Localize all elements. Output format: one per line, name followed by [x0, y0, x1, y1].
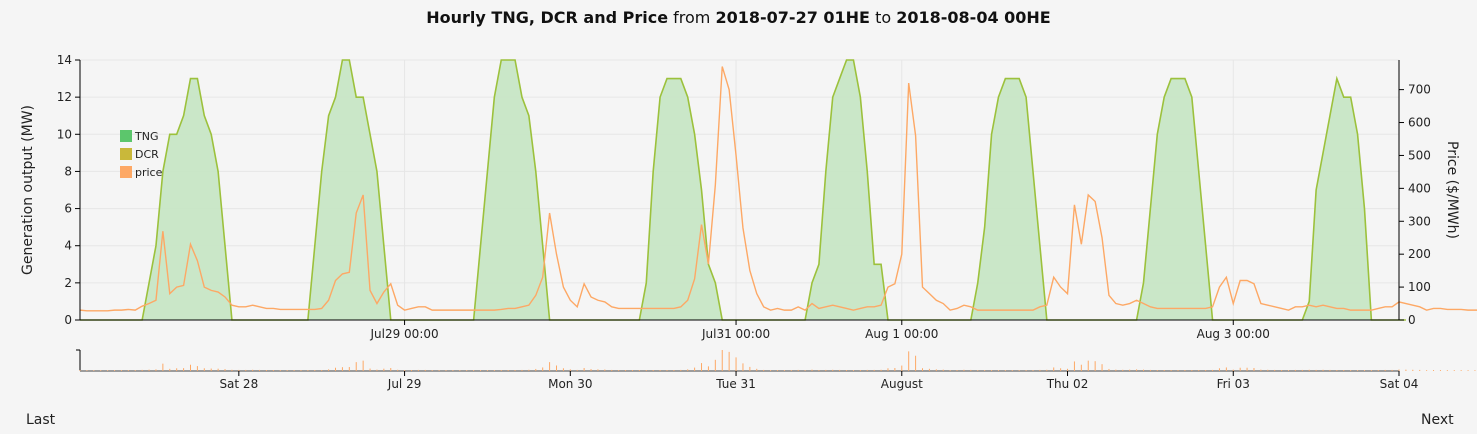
y2-tick-label-4: 400	[1408, 181, 1431, 195]
x-tick-label-1: Jul31 00:00	[701, 327, 770, 341]
y-tick-label-1: 2	[64, 276, 72, 290]
y-tick-label-4: 8	[64, 164, 72, 178]
navigator-tick-label-1: Jul 29	[387, 377, 422, 391]
next-button[interactable]: Next	[1421, 412, 1454, 428]
title-start: 2018-07-27 01HE	[715, 8, 870, 27]
y2-tick-label-1: 100	[1408, 280, 1431, 294]
navigator-tick-label-7: Sat 04	[1380, 377, 1419, 391]
legend-swatch-dcr	[120, 148, 132, 160]
y2-tick-label-2: 200	[1408, 247, 1431, 261]
y-axis-title: Generation output (MW)	[20, 105, 36, 275]
navigator-tick-label-6: Fri 03	[1217, 377, 1250, 391]
y-tick-label-6: 12	[57, 90, 72, 104]
y2-tick-label-5: 500	[1408, 148, 1431, 162]
y2-tick-label-3: 300	[1408, 214, 1431, 228]
navigator-tick-label-0: Sat 28	[219, 377, 258, 391]
y2-tick-label-7: 700	[1408, 83, 1431, 97]
y2-axis-title: Price ($/MWh)	[1444, 141, 1460, 239]
y-tick-label-7: 14	[57, 53, 72, 67]
y-tick-label-2: 4	[64, 239, 72, 253]
legend-swatch-tng	[120, 130, 132, 142]
x-tick-label-2: Aug 1 00:00	[865, 327, 938, 341]
navigator-tick-label-2: Mon 30	[548, 377, 592, 391]
y-tick-label-3: 6	[64, 202, 72, 216]
title-end: 2018-08-04 00HE	[896, 8, 1051, 27]
y-tick-label-5: 10	[57, 127, 72, 141]
y2-tick-label-0: 0	[1408, 313, 1416, 327]
navigator-tick-label-4: August	[881, 377, 923, 391]
last-button[interactable]: Last	[26, 412, 56, 428]
legend-label-dcr: DCR	[135, 148, 159, 161]
navigator-tick-label-3: Tue 31	[715, 377, 756, 391]
chart-title: Hourly TNG, DCR and Price from 2018-07-2…	[0, 8, 1477, 27]
series-price-line	[79, 66, 1477, 312]
x-tick-label-3: Aug 3 00:00	[1197, 327, 1270, 341]
legend-label-tng: TNG	[134, 130, 158, 143]
navigator-tick-label-5: Thu 02	[1046, 377, 1089, 391]
y2-tick-label-6: 600	[1408, 116, 1431, 130]
title-to: to	[875, 8, 892, 27]
x-tick-label-0: Jul29 00:00	[369, 327, 438, 341]
legend-swatch-price	[120, 166, 132, 178]
title-from: from	[673, 8, 711, 27]
series-tng-area	[80, 60, 1406, 320]
legend-label-price: price	[135, 166, 163, 179]
title-series: Hourly TNG, DCR and Price	[426, 8, 669, 27]
y-tick-label-0: 0	[64, 313, 72, 327]
